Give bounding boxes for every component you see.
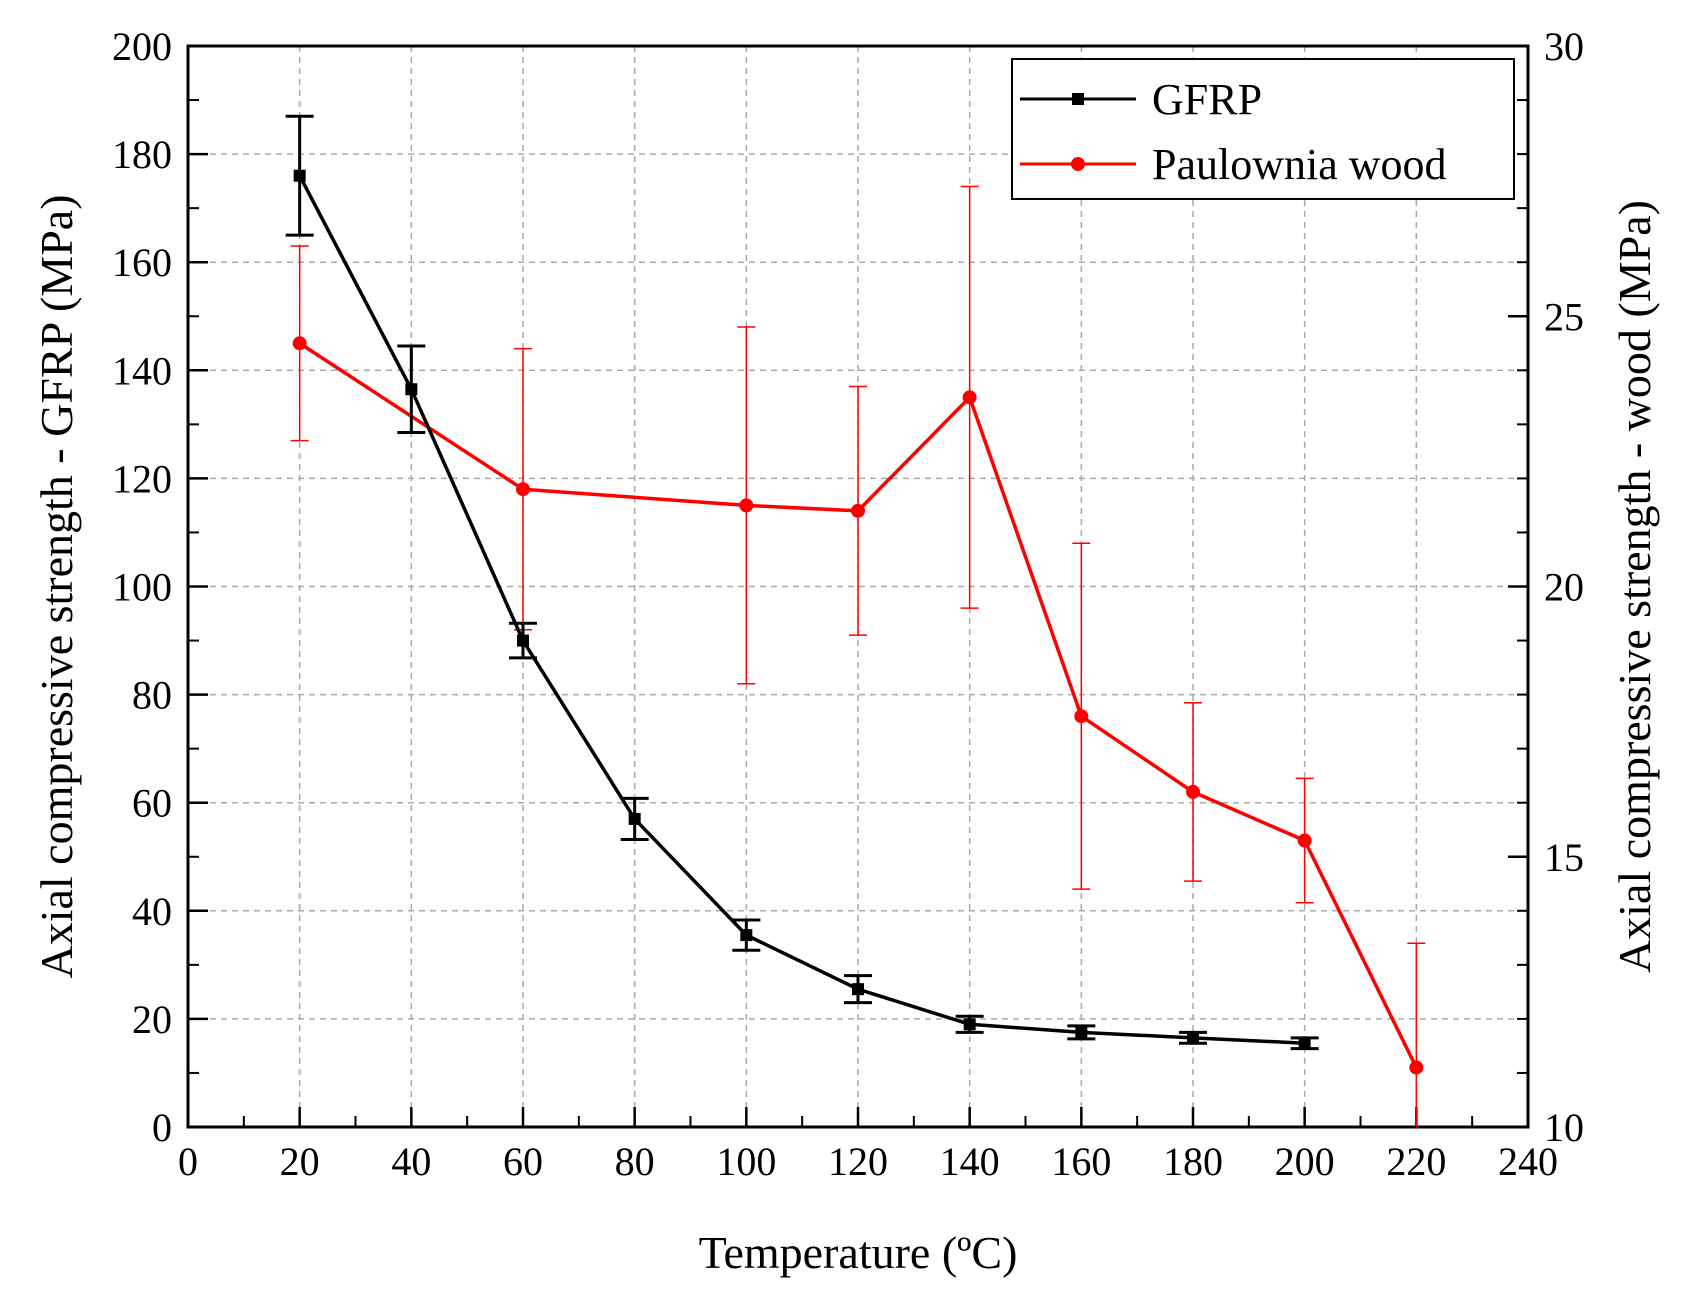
data-point — [852, 983, 864, 996]
data-point — [1187, 1031, 1199, 1044]
legend-marker-gfrp — [1072, 93, 1084, 105]
y-left-tick-label: 0 — [152, 1105, 172, 1150]
y-left-tick-label: 60 — [132, 781, 172, 826]
series-layer — [285, 114, 1426, 1127]
y-left-tick-label: 20 — [132, 997, 172, 1042]
data-point — [1298, 1037, 1311, 1050]
y-left-tick-label: 40 — [132, 889, 172, 934]
y-left-tick-label: 120 — [112, 456, 172, 501]
data-point — [405, 383, 418, 396]
series-gfrp — [285, 114, 1319, 1051]
y-right-axis-title: Axial compressive strength - wood (MPa) — [1609, 200, 1660, 973]
x-axis-title: Temperature (ºC) — [699, 1227, 1018, 1278]
y-right-tick-label: 20 — [1544, 565, 1584, 610]
x-tick-label: 20 — [280, 1139, 320, 1184]
y-left-tick-label: 200 — [112, 24, 172, 69]
legend-box — [1011, 58, 1515, 200]
data-point — [517, 634, 529, 647]
data-point — [292, 336, 307, 351]
x-tick-label: 160 — [1051, 1139, 1111, 1184]
y-right-tick-label: 15 — [1544, 835, 1584, 880]
legend-marker-paulownia — [1071, 157, 1085, 171]
x-tick-label: 40 — [391, 1139, 431, 1184]
series-line — [298, 174, 1305, 1045]
y-right-tick-label: 30 — [1544, 24, 1584, 69]
legend-label-gfrp: GFRP — [1152, 75, 1262, 124]
y-left-tick-label: 160 — [112, 240, 172, 285]
data-point — [1297, 833, 1312, 848]
y-right-tick-label: 25 — [1544, 294, 1584, 339]
series-paulownia — [290, 185, 1426, 1127]
y-left-axis-title: Axial compressive strength - GFRP (MPa) — [31, 194, 82, 978]
y-left-tick-label: 80 — [132, 673, 172, 718]
x-tick-label: 180 — [1163, 1139, 1223, 1184]
data-point — [516, 482, 530, 497]
data-point — [1409, 1060, 1424, 1075]
data-point — [962, 390, 977, 405]
x-tick-label: 240 — [1498, 1139, 1558, 1184]
y-right-tick-label: 10 — [1544, 1105, 1584, 1150]
legend: GFRP Paulownia wood — [1011, 58, 1515, 200]
axis-ticks: 0 20 40 60 80 100 120 140 160 180 200 220 240 0 20 40 60… — [112, 24, 1584, 1184]
x-tick-label: 120 — [828, 1139, 888, 1184]
y-left-tick-label: 140 — [112, 348, 172, 393]
data-point — [740, 929, 753, 942]
data-point — [963, 1018, 976, 1031]
x-tick-label: 60 — [503, 1139, 543, 1184]
data-point — [1186, 784, 1200, 799]
y-left-tick-label: 180 — [112, 132, 172, 177]
x-tick-label: 80 — [615, 1139, 655, 1184]
data-point — [851, 503, 865, 518]
data-point — [1075, 1026, 1088, 1039]
data-point — [739, 498, 754, 513]
x-tick-label: 220 — [1386, 1139, 1446, 1184]
x-tick-label: 200 — [1275, 1139, 1335, 1184]
data-point — [1074, 709, 1089, 724]
data-point — [293, 169, 306, 182]
x-tick-label: 140 — [940, 1139, 1000, 1184]
x-tick-label: 0 — [178, 1139, 198, 1184]
x-tick-label: 100 — [716, 1139, 776, 1184]
data-point — [628, 812, 641, 825]
legend-label-paulownia: Paulownia wood — [1152, 140, 1447, 189]
y-left-tick-label: 100 — [112, 565, 172, 610]
